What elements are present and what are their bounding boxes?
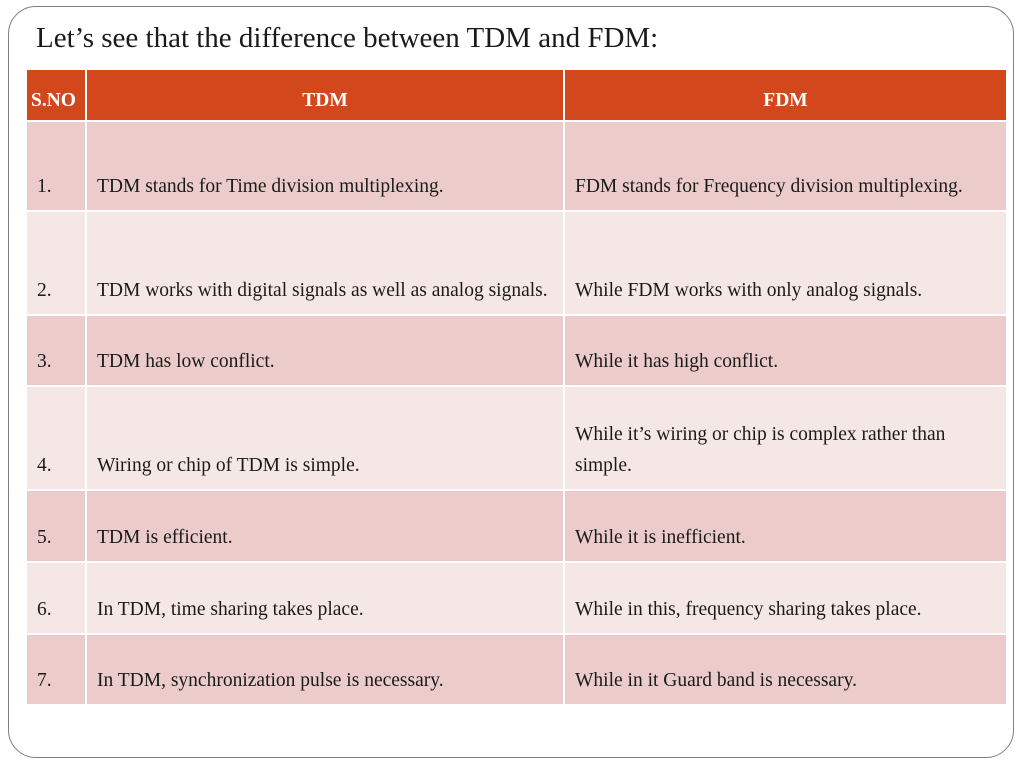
cell-tdm: TDM works with digital signals as well a…	[85, 210, 565, 316]
cell-tdm: TDM stands for Time division multiplexin…	[85, 120, 565, 212]
cell-sno: 7.	[25, 633, 87, 706]
table-row: 4. Wiring or chip of TDM is simple. Whil…	[25, 385, 1008, 491]
cell-tdm: TDM is efficient.	[85, 489, 565, 563]
table-row: 7. In TDM, synchronization pulse is nece…	[25, 633, 1008, 706]
cell-fdm: While it is inefficient.	[563, 489, 1008, 563]
cell-sno: 1.	[25, 120, 87, 212]
table-header-row: S.NO TDM FDM	[25, 68, 1008, 122]
slide-title: Let’s see that the difference between TD…	[36, 22, 659, 54]
cell-tdm: Wiring or chip of TDM is simple.	[85, 385, 565, 491]
cell-fdm: While FDM works with only analog signals…	[563, 210, 1008, 316]
cell-sno: 4.	[25, 385, 87, 491]
cell-fdm: While it’s wiring or chip is complex rat…	[563, 385, 1008, 491]
header-sno: S.NO	[25, 68, 87, 122]
header-tdm: TDM	[85, 68, 565, 122]
comparison-table: S.NO TDM FDM 1. TDM stands for Time divi…	[25, 68, 1008, 706]
table-row: 1. TDM stands for Time division multiple…	[25, 120, 1008, 212]
cell-fdm: While in it Guard band is necessary.	[563, 633, 1008, 706]
cell-sno: 6.	[25, 561, 87, 635]
table-row: 6. In TDM, time sharing takes place. Whi…	[25, 561, 1008, 635]
cell-fdm: FDM stands for Frequency division multip…	[563, 120, 1008, 212]
cell-tdm: In TDM, time sharing takes place.	[85, 561, 565, 635]
cell-fdm: While in this, frequency sharing takes p…	[563, 561, 1008, 635]
cell-tdm: In TDM, synchronization pulse is necessa…	[85, 633, 565, 706]
table-row: 5. TDM is efficient. While it is ineffic…	[25, 489, 1008, 563]
cell-sno: 2.	[25, 210, 87, 316]
cell-tdm: TDM has low conflict.	[85, 314, 565, 387]
header-fdm: FDM	[563, 68, 1008, 122]
table-row: 2. TDM works with digital signals as wel…	[25, 210, 1008, 316]
cell-sno: 3.	[25, 314, 87, 387]
cell-sno: 5.	[25, 489, 87, 563]
table-row: 3. TDM has low conflict. While it has hi…	[25, 314, 1008, 387]
cell-fdm: While it has high conflict.	[563, 314, 1008, 387]
